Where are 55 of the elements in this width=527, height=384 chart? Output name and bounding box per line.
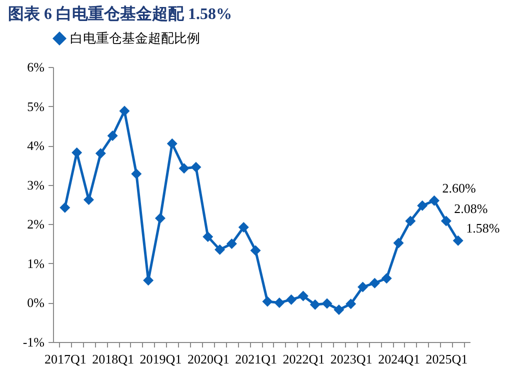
legend-label: 白电重仓基金超配比例 bbox=[70, 32, 200, 46]
x-tick-label: 2021Q1 bbox=[235, 352, 277, 366]
point bbox=[298, 290, 308, 302]
point bbox=[119, 106, 130, 116]
point bbox=[346, 298, 356, 310]
x-tick-label: 2023Q1 bbox=[330, 352, 372, 366]
point bbox=[393, 238, 404, 248]
point bbox=[358, 282, 368, 292]
point bbox=[190, 162, 202, 172]
point bbox=[84, 194, 94, 206]
point bbox=[440, 216, 452, 226]
point bbox=[417, 200, 428, 211]
y-tick-label: 5% bbox=[27, 98, 45, 114]
x-tick-label: 2017Q1 bbox=[44, 352, 86, 366]
point bbox=[310, 299, 320, 310]
x-tick-label: 2025Q1 bbox=[426, 352, 468, 366]
x-tick-label: 2020Q1 bbox=[187, 352, 230, 366]
point bbox=[226, 238, 237, 250]
data-label: 2.60% bbox=[442, 180, 476, 196]
point bbox=[166, 138, 178, 149]
point bbox=[369, 278, 380, 288]
point bbox=[262, 296, 273, 307]
y-tick-label: 3% bbox=[27, 177, 45, 192]
point bbox=[286, 294, 297, 305]
point bbox=[452, 235, 464, 246]
point bbox=[405, 216, 416, 226]
y-tick-label: 2% bbox=[27, 216, 45, 232]
point bbox=[274, 297, 285, 308]
point bbox=[143, 275, 154, 286]
x-tick-label: 2024Q1 bbox=[378, 352, 420, 366]
point bbox=[250, 245, 261, 256]
data-label: 1.58% bbox=[466, 220, 500, 236]
chart-title: 图表 6 白电重仓基金超配 1.58% bbox=[8, 5, 232, 23]
x-tick-label: 2022Q1 bbox=[282, 352, 325, 366]
y-tick-label: 4% bbox=[27, 138, 45, 154]
y-tick-label: -1% bbox=[22, 334, 45, 350]
point bbox=[381, 273, 392, 284]
point bbox=[238, 222, 249, 233]
point bbox=[131, 168, 142, 180]
point bbox=[154, 213, 166, 224]
data-label: 2.08% bbox=[454, 201, 488, 216]
y-tick-label: 0% bbox=[27, 295, 45, 310]
point bbox=[60, 202, 70, 213]
point bbox=[214, 244, 226, 255]
point bbox=[202, 231, 214, 242]
point bbox=[95, 148, 106, 159]
y-tick-label: 1% bbox=[27, 256, 45, 271]
point bbox=[322, 298, 332, 309]
point bbox=[178, 163, 190, 174]
y-tick-label: 6% bbox=[27, 60, 45, 74]
point bbox=[334, 304, 344, 316]
point bbox=[107, 130, 118, 141]
point bbox=[429, 195, 440, 206]
x-tick-label: 2019Q1 bbox=[140, 352, 182, 366]
x-tick-label: 2018Q1 bbox=[92, 352, 134, 366]
